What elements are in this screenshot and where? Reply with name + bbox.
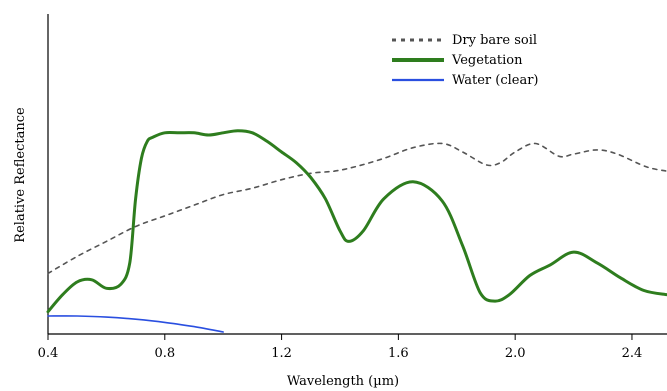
x-tick-label: 2.4 [622, 346, 643, 361]
x-tick-label: 0.8 [154, 346, 175, 361]
legend-label: Water (clear) [452, 73, 539, 88]
legend-label: Vegetation [451, 53, 523, 68]
legend-label: Dry bare soil [452, 33, 537, 48]
series-line-water-clear [47, 315, 224, 333]
x-tick-label: 1.2 [271, 346, 292, 361]
y-axis-title: Relative Reflectance [13, 107, 28, 243]
series-line-dry-bare-soil [47, 142, 667, 275]
x-tick-label: 0.4 [38, 346, 59, 361]
x-tick-label: 1.6 [388, 346, 409, 361]
x-axis-ticks: 0.4 0.8 1.2 1.6 2.0 2.4 [38, 334, 643, 361]
x-axis-title: Wavelength (µm) [287, 374, 399, 389]
legend: Dry bare soil Vegetation Water (clear) [392, 33, 539, 88]
series-line-vegetation [46, 129, 667, 314]
x-tick-label: 2.0 [505, 346, 526, 361]
series-layer [46, 129, 667, 333]
